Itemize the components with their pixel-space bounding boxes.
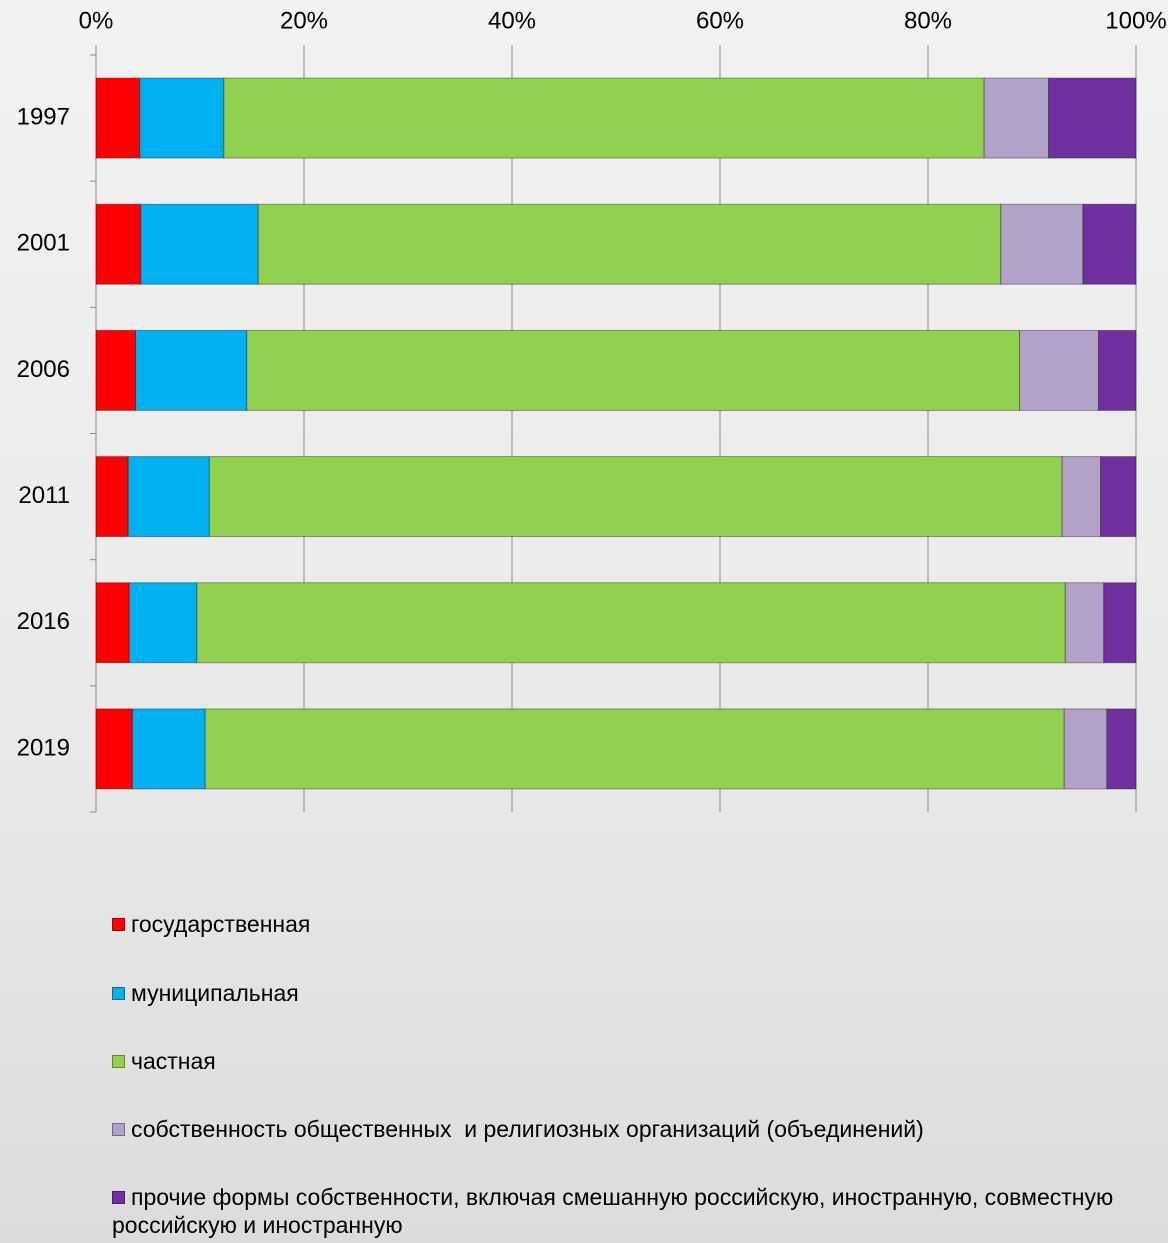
x-tick-label: 80% — [904, 7, 952, 34]
bar-segment — [257, 203, 1002, 285]
legend-swatch — [112, 1055, 125, 1068]
legend-swatch — [112, 987, 125, 1000]
bar-segment — [95, 708, 133, 790]
bar-segment — [1048, 77, 1137, 159]
bar-segment — [223, 77, 985, 159]
legend-label: муниципальная — [131, 980, 299, 1006]
bar-segment — [1103, 582, 1137, 664]
bar-segment — [128, 582, 198, 664]
bar-segment — [1063, 708, 1108, 790]
legend-item: собственность общественных и религиозных… — [112, 1115, 1162, 1143]
y-tick-label: 2001 — [17, 230, 70, 257]
y-tick-label: 2016 — [17, 608, 70, 635]
legend-label: государственная — [131, 911, 311, 937]
y-tick-label: 2019 — [17, 734, 70, 761]
legend-label: частная — [131, 1048, 216, 1074]
x-tick-label: 100% — [1105, 7, 1166, 34]
bar-segment — [208, 456, 1063, 538]
bar-segment — [127, 456, 210, 538]
bar-segment — [1082, 203, 1137, 285]
bar-segment — [1000, 203, 1084, 285]
legend-swatch — [112, 918, 125, 931]
x-tick-label: 20% — [280, 7, 328, 34]
bar-segment — [95, 203, 142, 285]
legend-item: прочие формы собственности, включая смеш… — [112, 1183, 1162, 1239]
bar-segment — [1106, 708, 1137, 790]
y-tick-label: 2006 — [17, 356, 70, 383]
bar-segment — [196, 582, 1066, 664]
bar-segment — [1098, 329, 1137, 411]
bar-segment — [1100, 456, 1137, 538]
bar-segment — [204, 708, 1065, 790]
bar-segment — [95, 329, 137, 411]
y-tick-label: 1997 — [17, 103, 70, 130]
bar-segment — [1061, 456, 1102, 538]
bar-segment — [95, 77, 141, 159]
legend-swatch — [112, 1123, 125, 1136]
legend-label: прочие формы собственности, включая смеш… — [112, 1184, 1120, 1238]
bar-segment — [131, 708, 206, 790]
legend-item: частная — [112, 1047, 1162, 1075]
bar-segment — [983, 77, 1050, 159]
legend-item: муниципальная — [112, 979, 1162, 1007]
bar-segment — [95, 456, 129, 538]
bar-segment — [1064, 582, 1105, 664]
bar-segment — [139, 77, 225, 159]
bar-segment — [140, 203, 259, 285]
bar-segment — [135, 329, 248, 411]
bar-segment — [246, 329, 1021, 411]
legend-label: собственность общественных и религиозных… — [131, 1116, 924, 1142]
bar-segment — [1019, 329, 1100, 411]
legend-swatch — [112, 1191, 125, 1204]
y-tick-label: 2011 — [18, 482, 70, 509]
bar-segment — [95, 582, 130, 664]
x-tick-label: 40% — [488, 7, 536, 34]
x-tick-label: 0% — [79, 7, 114, 34]
chart: 0% 20% 40% 60% 80% 100% 1997 2001 2006 2011 2016 20… — [17, 7, 1167, 813]
legend-item: государственная — [112, 910, 1162, 938]
x-tick-label: 60% — [696, 7, 744, 34]
